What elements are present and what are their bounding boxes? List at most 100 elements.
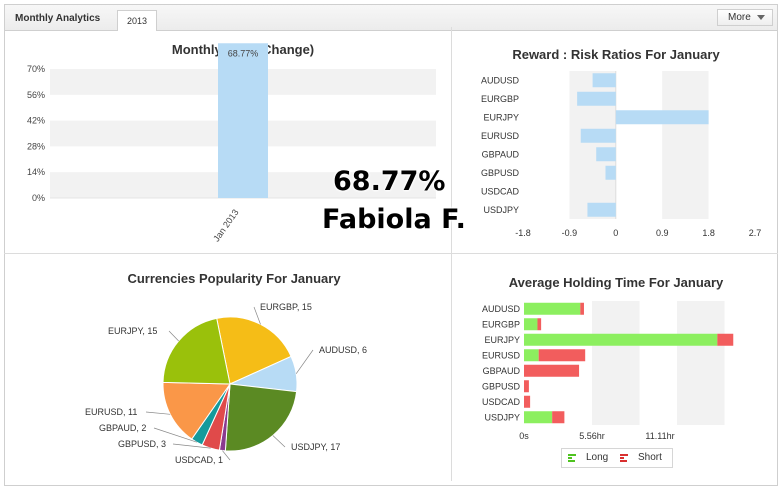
overlay-gain-text: 68.77% bbox=[333, 166, 446, 197]
bar-USDJPY bbox=[587, 202, 616, 217]
chart-title: Reward : Risk Ratios For January bbox=[512, 47, 720, 62]
slice-connector bbox=[153, 427, 197, 443]
y-tick-label: 56% bbox=[27, 90, 45, 100]
bar-EURGBP bbox=[577, 91, 616, 106]
category-label: GBPAUD bbox=[483, 366, 521, 376]
short-swatch-bar-2 bbox=[620, 457, 624, 459]
bar-EURJPY-short bbox=[717, 333, 734, 346]
y-tick-label: 70% bbox=[27, 64, 45, 74]
more-button[interactable]: More bbox=[717, 9, 773, 26]
category-label: EURUSD bbox=[481, 131, 520, 141]
overlay-name-text: Fabiola F. bbox=[322, 204, 466, 235]
y-tick-label: 42% bbox=[27, 116, 45, 126]
slice-connector bbox=[253, 306, 261, 325]
bar-AUDUSD-long bbox=[524, 302, 581, 315]
reward-risk-chart: Reward : Risk Ratios For January AUDUSD EU… bbox=[481, 47, 762, 238]
x-tick-label: 0.9 bbox=[656, 228, 669, 238]
category-label: EURUSD bbox=[482, 350, 521, 360]
chart-title: Average Holding Time For January bbox=[509, 275, 724, 290]
window-title: Monthly Analytics bbox=[15, 13, 101, 24]
bar-EURJPY bbox=[615, 110, 709, 125]
monthly-gain-panel: Monthly Gain (Change)0%14%28%42%56%70%68… bbox=[5, 31, 450, 252]
bar-AUDUSD bbox=[592, 73, 616, 88]
category-label: USDJPY bbox=[484, 412, 520, 422]
slice-connector bbox=[295, 349, 314, 374]
chart-title: Currencies Popularity For January bbox=[127, 271, 341, 286]
holding-time-legend: Long Short bbox=[561, 448, 673, 468]
x-tick-label: 0 bbox=[613, 228, 618, 238]
bar-EURJPY-long bbox=[524, 333, 718, 346]
slice-EURUSD bbox=[162, 381, 231, 440]
slice-connector bbox=[168, 330, 179, 342]
bar-GBPUSD bbox=[605, 165, 616, 180]
category-label: USDJPY bbox=[483, 205, 519, 215]
x-tick-label: Jan 2013 bbox=[211, 207, 240, 243]
x-tick-label: 1.8 bbox=[702, 228, 715, 238]
slice-label: USDCAD, 1 bbox=[175, 455, 223, 465]
monthly-gain-chart: Monthly Gain (Change)0%14%28%42%56%70%68… bbox=[27, 42, 436, 243]
slice-label: EURUSD, 11 bbox=[85, 407, 137, 417]
bar-EURUSD-short bbox=[538, 349, 586, 362]
category-label: AUDUSD bbox=[481, 75, 520, 85]
popularity-panel: Currencies Popularity For January EURGBP,… bbox=[5, 255, 450, 485]
long-swatch-bar-2 bbox=[568, 457, 572, 459]
slice-label: EURJPY, 15 bbox=[108, 326, 157, 336]
category-label: USDCAD bbox=[482, 397, 521, 407]
y-tick-label: 14% bbox=[27, 167, 45, 177]
category-label: USDCAD bbox=[481, 186, 520, 196]
slice-label: GBPUSD, 3 bbox=[118, 439, 166, 449]
bar-GBPUSD-short bbox=[524, 380, 529, 393]
bar-Jan 2013 bbox=[218, 43, 268, 198]
chevron-down-icon bbox=[757, 15, 765, 20]
slice-connector bbox=[272, 435, 286, 448]
panel-divider-horizontal bbox=[4, 253, 778, 254]
holding-time-panel: Average Holding Time For January AUDUSD EU… bbox=[453, 255, 777, 485]
category-label: GBPUSD bbox=[482, 381, 521, 391]
grid-band bbox=[677, 301, 725, 425]
x-tick-label: 2.7 bbox=[749, 228, 762, 238]
more-label: More bbox=[728, 12, 751, 23]
x-tick-label: -1.8 bbox=[515, 228, 531, 238]
tab-2013[interactable]: 2013 bbox=[117, 10, 157, 32]
bar-EURGBP-long bbox=[524, 318, 538, 331]
y-tick-label: 28% bbox=[27, 141, 45, 151]
slice-label: AUDUSD, 6 bbox=[319, 345, 367, 355]
slice-label: EURGBP, 15 bbox=[260, 302, 312, 312]
slice-label: GBPAUD, 2 bbox=[99, 423, 146, 433]
category-label: AUDUSD bbox=[482, 304, 521, 314]
x-tick-label: 5.56hr bbox=[579, 431, 605, 441]
bar-AUDUSD-short bbox=[580, 302, 584, 315]
category-label: EURJPY bbox=[483, 112, 519, 122]
bar-data-label: 68.77% bbox=[228, 48, 259, 58]
long-swatch-bar-1 bbox=[568, 454, 576, 456]
legend-long-label: Long bbox=[586, 452, 609, 463]
x-tick-label: -0.9 bbox=[562, 228, 578, 238]
legend-short-label: Short bbox=[638, 452, 662, 463]
bar-USDJPY-long bbox=[524, 411, 553, 424]
bar-GBPAUD bbox=[596, 147, 616, 162]
short-swatch-icon bbox=[620, 453, 630, 463]
y-tick-label: 0% bbox=[32, 193, 45, 203]
x-tick-label: 11.11hr bbox=[645, 431, 674, 441]
x-tick-label: 0s bbox=[519, 431, 529, 441]
bar-USDCAD-short bbox=[524, 395, 531, 408]
slice-connector bbox=[172, 443, 211, 449]
bar-EURGBP-short bbox=[537, 318, 542, 331]
slice-label: USDJPY, 17 bbox=[291, 442, 340, 452]
grid-band bbox=[662, 71, 709, 219]
short-swatch-bar-3 bbox=[620, 460, 627, 462]
long-swatch-icon bbox=[568, 453, 578, 463]
slice-USDJPY bbox=[224, 383, 298, 452]
category-label: GBPAUD bbox=[482, 149, 520, 159]
popularity-pie-chart: Currencies Popularity For January EURGBP,… bbox=[85, 271, 367, 465]
bar-USDJPY-short bbox=[552, 411, 565, 424]
category-label: GBPUSD bbox=[481, 168, 520, 178]
long-swatch-bar-3 bbox=[568, 460, 575, 462]
holding-time-chart: Average Holding Time For January AUDUSD EU… bbox=[482, 275, 734, 441]
grid-band bbox=[592, 301, 640, 425]
category-label: EURGBP bbox=[481, 94, 519, 104]
tab-bar: Monthly Analytics 2013 More bbox=[5, 5, 777, 32]
reward-risk-panel: Reward : Risk Ratios For January AUDUSD EU… bbox=[453, 31, 777, 252]
short-swatch-bar-1 bbox=[620, 454, 628, 456]
bar-EURUSD-long bbox=[524, 349, 539, 362]
